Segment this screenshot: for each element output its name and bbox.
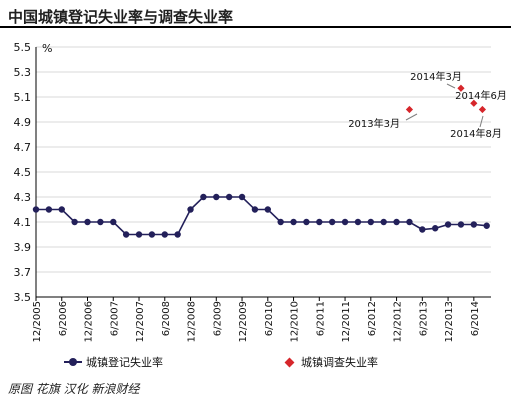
chart-title: 中国城镇登记失业率与调查失业率: [8, 8, 234, 26]
y-tick-label: 4.5: [14, 166, 32, 179]
survey-point-label: 2014年8月: [450, 127, 502, 140]
registered-rate-line: [36, 196, 487, 236]
y-tick-label: 4.7: [14, 141, 32, 154]
registered-rate-point: [84, 218, 91, 226]
registered-rate-point: [213, 193, 220, 201]
registered-rate-point: [174, 231, 181, 238]
source-note: 原图 花旗 汉化 新浪财经: [8, 382, 140, 396]
registered-rate-point: [225, 193, 233, 201]
x-tick-label: 12/2012: [393, 301, 404, 343]
x-tick-label: 6/2013: [418, 301, 429, 336]
survey-point-label: 2014年6月: [455, 89, 507, 102]
y-tick-label: 5.3: [14, 66, 32, 79]
registered-rate-point: [457, 221, 465, 228]
x-tick-label: 12/2006: [84, 301, 95, 343]
registered-rate-point: [303, 218, 310, 226]
x-tick-labels: 12/2005 6/2006 12/2006 6/2007 12/2007 6/2008 1…: [32, 301, 481, 343]
registered-rate-point: [45, 206, 53, 213]
x-tick-label: 6/2012: [367, 301, 378, 336]
x-tick-label: 6/2007: [109, 301, 120, 336]
x-tick-label: 12/2007: [135, 301, 146, 343]
x-tick-label: 12/2005: [32, 301, 43, 343]
registered-rate-point: [238, 193, 246, 201]
y-tick-label: 4.1: [14, 216, 32, 229]
x-tick-label: 12/2013: [444, 301, 455, 343]
x-tick-label: 6/2010: [264, 301, 275, 336]
registered-rate-point: [290, 218, 297, 226]
registered-rate-point: [148, 231, 156, 238]
y-tick-label: 3.9: [14, 241, 32, 254]
registered-rate-series: [32, 193, 490, 238]
registered-rate-point: [110, 218, 117, 226]
y-tick-label: 5.1: [14, 91, 32, 104]
x-tick-label: 6/2006: [58, 301, 69, 336]
x-tick-label: 6/2014: [470, 301, 481, 336]
survey-point-label: 2013年3月: [348, 117, 400, 130]
registered-rate-point: [431, 225, 439, 232]
y-unit-label: %: [42, 42, 52, 55]
registered-rate-point: [328, 218, 336, 226]
registered-rate-point: [71, 218, 78, 226]
y-tick-label: 4.3: [14, 191, 32, 204]
gridlines: [36, 46, 491, 273]
x-tick-label: 6/2008: [161, 301, 172, 336]
annotation-arrow: [405, 113, 418, 121]
registered-rate-point: [393, 218, 400, 226]
registered-rate-point: [97, 218, 104, 226]
legend-diamond-icon: [284, 357, 295, 367]
survey-rate-point: [470, 99, 478, 107]
registered-rate-point: [122, 231, 130, 238]
legend-item-registered: 城镇登记失业率: [64, 352, 163, 372]
registered-rate-point: [483, 222, 490, 229]
title-divider: [0, 26, 511, 28]
registered-rate-point: [187, 206, 194, 213]
registered-rate-point: [277, 218, 284, 226]
legend: 城镇登记失业率 城镇调查失业率: [0, 352, 511, 372]
registered-rate-point: [406, 218, 413, 226]
registered-rate-point: [251, 206, 259, 213]
unemployment-chart: 3.5 3.7 3.9 4.1 4.3 4.5 4.7 4.9 5.1 5.3 5.5 12/200…: [14, 41, 507, 343]
registered-rate-point: [419, 226, 426, 233]
y-tick-label: 4.9: [14, 116, 32, 129]
legend-item-survey: 城镇调查失业率: [280, 352, 378, 372]
x-tick-label: 6/2009: [212, 301, 223, 336]
registered-rate-point: [161, 231, 168, 238]
registered-rate-point: [341, 218, 349, 226]
survey-point-label: 2014年3月: [410, 70, 462, 83]
registered-rate-point: [316, 218, 323, 226]
y-tick-labels: 3.5 3.7 3.9 4.1 4.3 4.5 4.7 4.9 5.1 5.3 5.5: [14, 41, 32, 304]
registered-rate-point: [58, 206, 65, 213]
legend-line-marker-icon: [64, 357, 82, 367]
registered-rate-point: [470, 221, 478, 228]
survey-rate-series: [405, 84, 487, 114]
registered-rate-point: [264, 206, 271, 213]
y-tick-label: 3.7: [14, 266, 32, 279]
survey-point-annotations: 2013年3月 2014年3月 2014年6月 2014年8月: [348, 70, 507, 140]
survey-rate-point: [457, 84, 465, 92]
annotation-arrow: [446, 83, 456, 89]
registered-rate-point: [444, 221, 452, 228]
registered-rate-point: [380, 218, 387, 226]
survey-rate-point: [405, 105, 414, 114]
registered-rate-point: [200, 193, 207, 201]
y-tick-label: 5.5: [14, 41, 32, 54]
axes: [35, 47, 491, 301]
registered-rate-point: [354, 218, 362, 226]
x-tick-label: 12/2011: [341, 301, 352, 343]
registered-rate-point: [135, 231, 143, 238]
x-tick-label: 12/2009: [238, 301, 249, 343]
annotation-arrow: [479, 115, 484, 128]
y-tick-label: 3.5: [14, 291, 32, 304]
x-tick-label: 12/2010: [290, 301, 301, 343]
x-tick-label: 12/2008: [187, 301, 198, 343]
survey-rate-point: [478, 105, 487, 114]
legend-label-registered: 城镇登记失业率: [86, 356, 163, 369]
registered-rate-point: [32, 206, 40, 213]
registered-rate-point: [367, 218, 375, 226]
legend-label-survey: 城镇调查失业率: [301, 356, 378, 369]
x-tick-label: 6/2011: [315, 301, 326, 336]
